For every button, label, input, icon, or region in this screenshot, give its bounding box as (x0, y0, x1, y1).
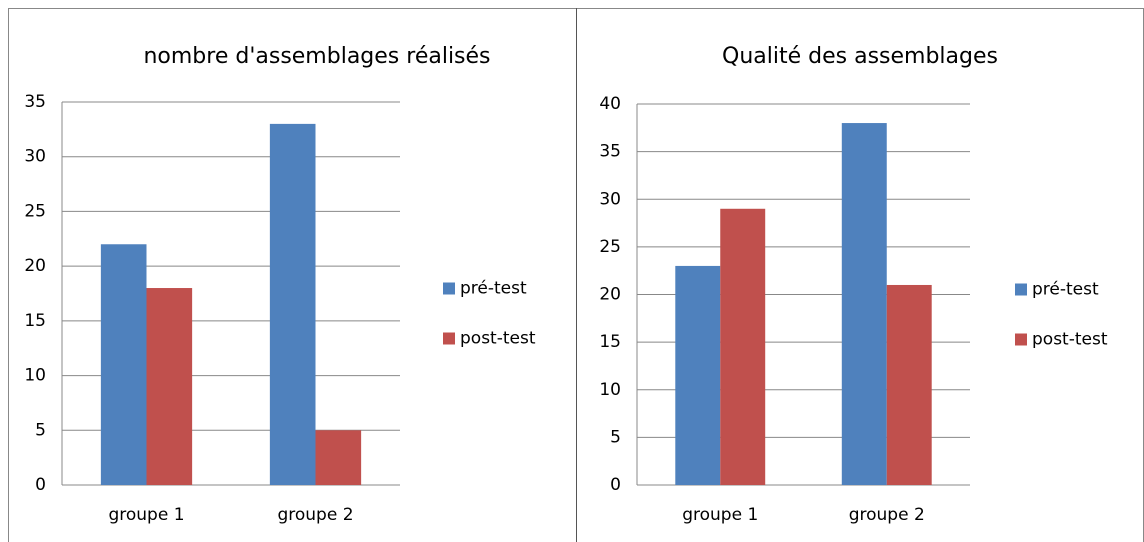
legend-swatch (1015, 333, 1027, 346)
y-tick-label: 0 (610, 475, 621, 495)
legend-swatch (443, 332, 455, 345)
legend-label: pré-test (460, 279, 527, 299)
legend-swatch (443, 282, 455, 295)
bar (841, 123, 887, 486)
y-tick-label: 40 (599, 94, 621, 114)
bar (315, 430, 362, 485)
y-tick-label: 0 (35, 475, 46, 495)
y-tick-label: 25 (599, 237, 621, 257)
x-tick-label: groupe 1 (682, 505, 758, 525)
y-tick-label: 25 (24, 201, 46, 221)
y-tick-label: 20 (599, 285, 621, 305)
y-tick-label: 35 (24, 92, 46, 112)
y-tick-label: 10 (599, 380, 621, 400)
legend-swatch (1015, 283, 1027, 296)
x-tick-label: groupe 2 (277, 505, 353, 525)
y-tick-label: 5 (610, 427, 621, 447)
legend-label: post-test (460, 329, 536, 349)
y-tick-label: 15 (24, 311, 46, 331)
bar (720, 208, 766, 485)
bar (886, 284, 932, 485)
bar (269, 123, 316, 485)
y-tick-label: 10 (24, 366, 46, 386)
y-tick-label: 30 (24, 147, 46, 167)
y-tick-label: 15 (599, 332, 621, 352)
x-tick-label: groupe 2 (849, 505, 925, 525)
chart-title: Qualité des assemblages (722, 44, 998, 69)
bar (675, 265, 721, 485)
x-tick-label: groupe 1 (108, 505, 184, 525)
y-tick-label: 20 (24, 256, 46, 276)
legend-label: post-test (1032, 330, 1108, 350)
y-tick-label: 5 (35, 420, 46, 440)
y-tick-label: 35 (599, 142, 621, 162)
bar (146, 288, 193, 485)
legend-label: pré-test (1032, 280, 1099, 300)
bar (100, 244, 147, 485)
y-tick-label: 30 (599, 189, 621, 209)
chart-title: nombre d'assemblages réalisés (143, 44, 490, 69)
